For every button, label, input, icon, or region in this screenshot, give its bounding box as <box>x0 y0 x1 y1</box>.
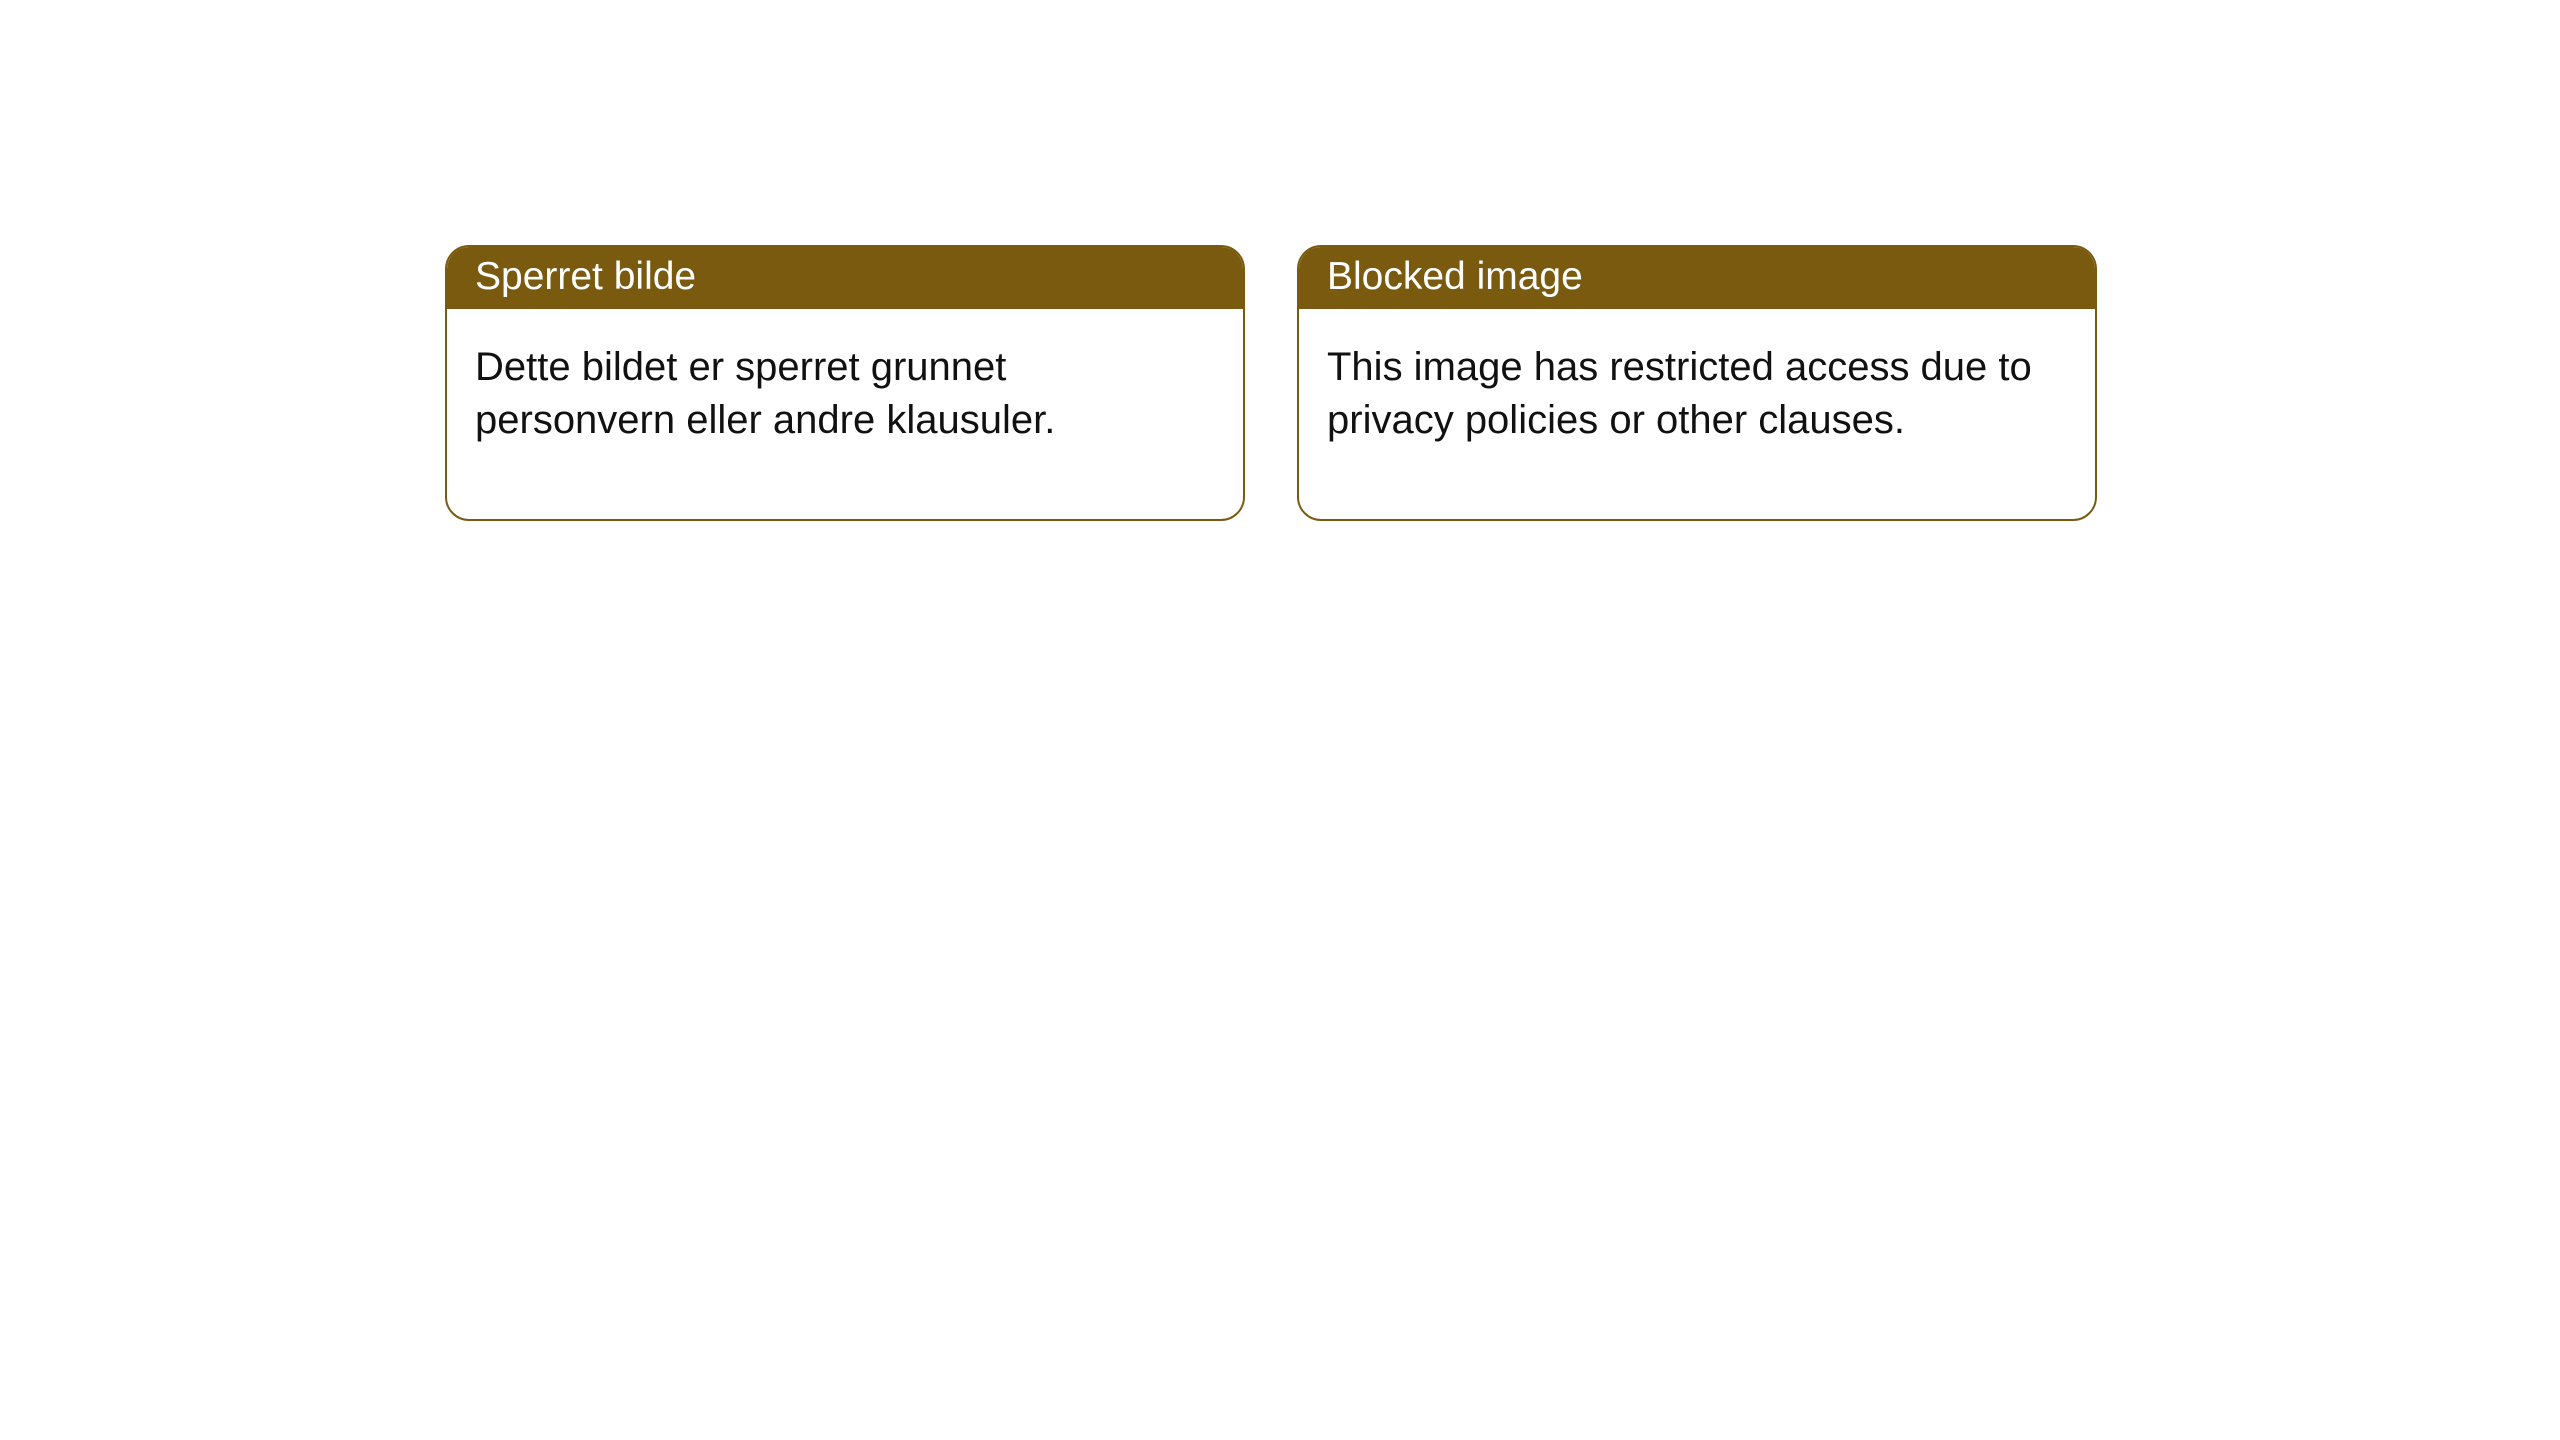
blocked-image-card-no: Sperret bilde Dette bildet er sperret gr… <box>445 245 1245 521</box>
card-header-no: Sperret bilde <box>447 247 1243 309</box>
blocked-image-card-en: Blocked image This image has restricted … <box>1297 245 2097 521</box>
card-body-no: Dette bildet er sperret grunnet personve… <box>447 309 1243 519</box>
card-body-en: This image has restricted access due to … <box>1299 309 2095 519</box>
cards-container: Sperret bilde Dette bildet er sperret gr… <box>0 0 2560 521</box>
card-header-en: Blocked image <box>1299 247 2095 309</box>
